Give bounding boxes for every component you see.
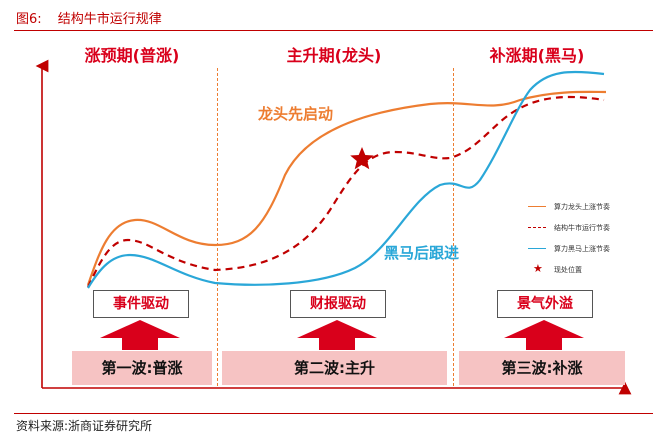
phase-divider-2: [453, 68, 454, 386]
leader-annotation: 龙头先启动: [258, 105, 334, 123]
source-note: 资料来源:浙商证券研究所: [16, 419, 153, 433]
phase-title-3: 补涨期(黑马): [489, 46, 585, 65]
legend: 算力龙头上涨节奏 结构牛市运行节奏 算力黑马上涨节奏 ★ 现处位置: [528, 200, 638, 284]
phase-title-2: 主升期(龙头): [286, 46, 382, 65]
up-arrow-shaft-2: [319, 338, 355, 350]
legend-label-current: 现处位置: [554, 266, 582, 274]
driver-box-3: 景气外溢: [497, 290, 593, 318]
darkhorse-curve: [87, 70, 605, 289]
legend-star-icon: ★: [533, 262, 543, 275]
bottom-rule: [14, 413, 653, 414]
legend-item-market: 结构牛市运行节奏: [528, 221, 638, 242]
legend-item-leader: 算力龙头上涨节奏: [528, 200, 638, 221]
legend-label-leader: 算力龙头上涨节奏: [554, 203, 610, 211]
top-rule: [14, 30, 653, 31]
wave-box-2: 第二波:主升: [222, 351, 447, 385]
driver-box-2: 财报驱动: [290, 290, 386, 318]
legend-swatch-market: [528, 227, 546, 228]
darkhorse-annotation: 黑马后跟进: [384, 244, 460, 262]
driver-box-1: 事件驱动: [93, 290, 189, 318]
wave-box-3: 第三波:补涨: [459, 351, 625, 385]
up-arrow-shaft-3: [526, 338, 562, 350]
up-arrow-head-2: [297, 320, 377, 338]
phase-divider-1: [217, 68, 218, 386]
legend-swatch-darkhorse: [528, 248, 546, 249]
wave-box-1: 第一波:普涨: [72, 351, 212, 385]
figure-title: 图6: 结构牛市运行规律: [16, 8, 162, 27]
legend-label-market: 结构牛市运行节奏: [554, 224, 610, 232]
up-arrow-shaft-1: [122, 338, 158, 350]
current-position-star: [350, 147, 374, 170]
market-curve: [87, 95, 605, 288]
up-arrow-head-3: [504, 320, 584, 338]
figure-number: 图6:: [16, 12, 42, 27]
phase-title-1: 涨预期(普涨): [84, 46, 180, 65]
legend-swatch-leader: [528, 206, 546, 207]
leader-curve: [86, 90, 607, 286]
figure-title-text: 结构牛市运行规律: [57, 12, 162, 27]
legend-label-darkhorse: 算力黑马上涨节奏: [554, 245, 610, 253]
up-arrow-head-1: [100, 320, 180, 338]
legend-item-darkhorse: 算力黑马上涨节奏: [528, 242, 638, 263]
legend-item-current: ★ 现处位置: [528, 262, 638, 284]
